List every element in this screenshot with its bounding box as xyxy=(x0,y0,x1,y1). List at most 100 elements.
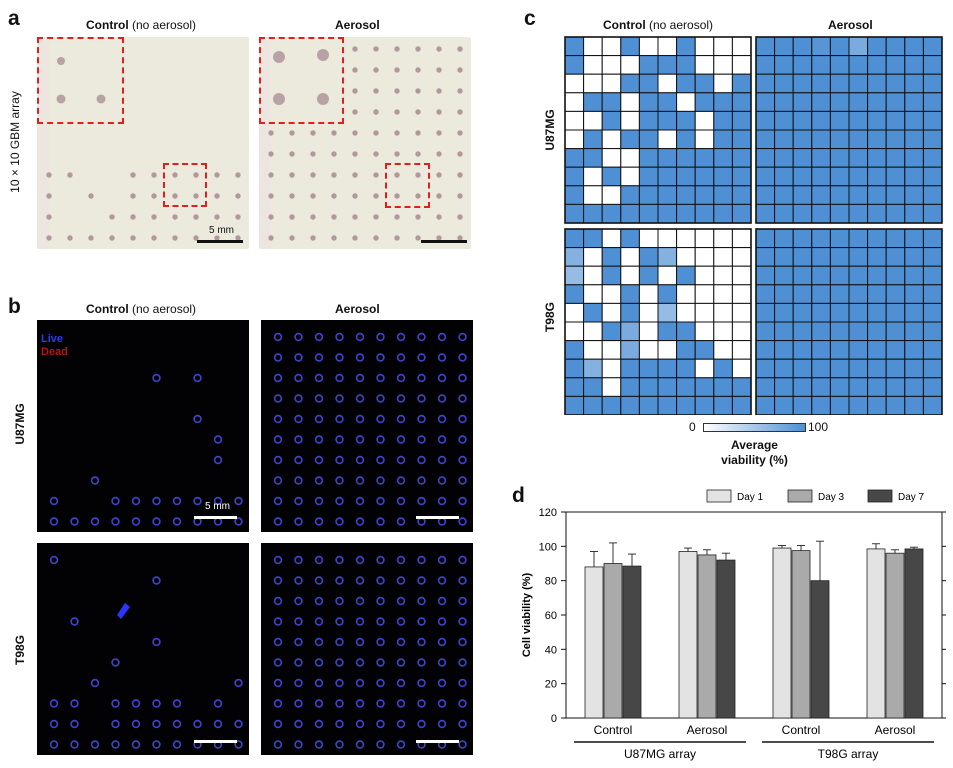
heatmap-cell xyxy=(694,228,715,249)
heatmap-cell xyxy=(731,148,752,168)
heatmap-cell xyxy=(583,110,603,131)
live-cell-spot xyxy=(90,678,100,688)
heatmap-cell xyxy=(620,358,640,379)
live-cell-spot xyxy=(335,414,344,424)
heatmap-cell xyxy=(620,36,640,57)
printed-spot xyxy=(352,151,358,157)
live-cell-spot xyxy=(314,637,324,647)
live-cell-spot xyxy=(172,719,182,729)
live-cell-spot xyxy=(273,394,283,403)
live-cell-spot xyxy=(70,740,79,749)
live-cell-spot xyxy=(294,637,303,647)
live-cell-spot xyxy=(273,658,283,667)
heatmap-cell xyxy=(676,148,696,168)
live-cell-spot xyxy=(70,517,79,526)
live-cell-spot xyxy=(396,394,406,403)
heatmap-cell xyxy=(885,203,906,224)
heatmap-cell xyxy=(774,203,794,224)
printed-spot xyxy=(373,130,379,136)
heatmap-cell xyxy=(848,284,869,304)
live-cell-spot xyxy=(49,740,59,749)
live-cell-spot xyxy=(355,617,365,626)
printed-spot xyxy=(436,193,442,199)
heatmap-cell xyxy=(792,358,813,379)
heatmap-cell xyxy=(713,377,733,397)
live-cell-spot xyxy=(335,332,344,342)
panel-b-control-title-bold: Control xyxy=(86,302,129,316)
heatmap-cell xyxy=(755,302,776,323)
panel-b-control-title-rest: (no aerosol) xyxy=(132,302,197,316)
heatmap-cell xyxy=(811,228,831,249)
heatmap-cell xyxy=(829,36,850,57)
panel-a-aerosol-title: Aerosol xyxy=(335,18,380,32)
heatmap-cell xyxy=(731,395,752,415)
heatmap-cell xyxy=(755,247,776,267)
aerosol-zoom-source-box xyxy=(385,163,430,208)
heatmap-cell xyxy=(829,129,850,150)
heatmap-cell xyxy=(676,302,696,323)
heatmap-cell xyxy=(922,203,943,224)
bar xyxy=(584,566,604,719)
heatmap-cell xyxy=(792,73,813,94)
heatmap-cell xyxy=(922,36,943,57)
live-cell-spot xyxy=(273,517,283,526)
heatmap-cell xyxy=(792,395,813,415)
live-cell-spot xyxy=(417,678,426,688)
heatmap-cell xyxy=(829,203,850,224)
heatmap-cell xyxy=(564,284,585,304)
heatmap-cell xyxy=(620,110,640,131)
heatmap-cell xyxy=(620,92,640,112)
live-cell-spot xyxy=(396,353,406,362)
heatmap-cell xyxy=(829,148,850,168)
heatmap-frame xyxy=(755,36,943,224)
live-cell-spot xyxy=(376,414,385,424)
heatmap-cell xyxy=(922,284,943,304)
live-cell-spot xyxy=(314,658,324,667)
heatmap-cell xyxy=(922,185,943,205)
live-cell-spot xyxy=(355,678,365,688)
live-cell-spot xyxy=(314,414,324,424)
heatmap-frame xyxy=(564,36,752,224)
heatmap-cell xyxy=(676,228,696,249)
heatmap-cell xyxy=(829,55,850,75)
heatmap-cell xyxy=(583,203,603,224)
live-cell-spot xyxy=(335,678,344,688)
heatmap-cell xyxy=(867,284,887,304)
heatmap-cell xyxy=(774,166,794,187)
live-cell-spot xyxy=(335,596,344,606)
heatmap-cell xyxy=(638,148,659,168)
live-cell-spot xyxy=(213,435,223,444)
live-cell-spot xyxy=(335,658,344,667)
live-cell-spot xyxy=(396,373,406,383)
printed-spot xyxy=(352,67,358,73)
y-tick-label: 60 xyxy=(545,610,557,622)
heatmap-cell xyxy=(885,36,906,57)
heatmap-cell xyxy=(904,166,924,187)
live-cell-spot xyxy=(437,555,447,565)
printed-spot xyxy=(88,235,94,241)
heatmap-cell xyxy=(848,321,869,342)
live-cell-spot xyxy=(355,414,365,424)
live-cell-spot xyxy=(396,414,406,424)
heatmap-cell xyxy=(904,148,924,168)
heatmap-cell xyxy=(867,321,887,342)
live-cell-spot xyxy=(437,373,447,383)
heatmap-cell xyxy=(922,247,943,267)
live-cell-spot xyxy=(314,353,324,362)
live-cell-spot xyxy=(111,699,120,708)
live-cell-spot xyxy=(355,517,365,526)
heatmap-cell xyxy=(774,377,794,397)
live-cell-spot xyxy=(417,719,426,729)
live-cell-spot xyxy=(294,555,303,565)
heatmap-cell xyxy=(564,321,585,342)
heatmap-cell xyxy=(620,129,640,150)
live-cell-spot xyxy=(437,414,447,424)
x-tick-label: Aerosol xyxy=(875,723,916,737)
live-cell-spot xyxy=(458,555,467,565)
live-cell-spot xyxy=(111,517,120,526)
printed-spot xyxy=(310,151,316,157)
live-cell-spot xyxy=(294,476,303,485)
heatmap-cell xyxy=(601,302,622,323)
printed-spot xyxy=(130,235,136,241)
live-cell-spot xyxy=(437,455,447,465)
